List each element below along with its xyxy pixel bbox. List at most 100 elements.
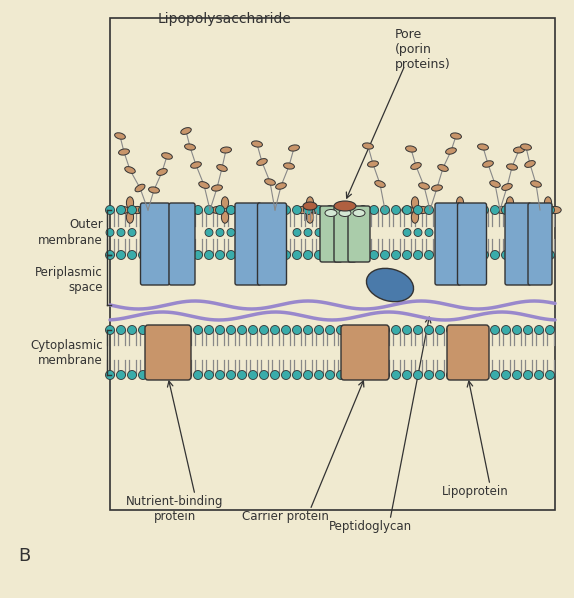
FancyBboxPatch shape: [528, 203, 552, 285]
Ellipse shape: [126, 211, 134, 223]
Circle shape: [325, 325, 335, 334]
Circle shape: [545, 325, 554, 334]
Ellipse shape: [311, 206, 323, 213]
Circle shape: [513, 206, 522, 215]
Text: Outer
membrane: Outer membrane: [38, 218, 103, 246]
Circle shape: [402, 206, 412, 215]
Ellipse shape: [212, 185, 223, 191]
Circle shape: [402, 371, 412, 380]
Circle shape: [513, 325, 522, 334]
Circle shape: [227, 325, 235, 334]
Circle shape: [457, 206, 467, 215]
Ellipse shape: [375, 181, 385, 187]
Ellipse shape: [185, 144, 195, 150]
Circle shape: [447, 251, 456, 260]
Circle shape: [161, 251, 169, 260]
Ellipse shape: [461, 206, 473, 213]
Circle shape: [238, 206, 246, 215]
FancyBboxPatch shape: [145, 325, 191, 380]
Circle shape: [204, 206, 214, 215]
Circle shape: [227, 206, 235, 215]
Circle shape: [336, 206, 346, 215]
Ellipse shape: [549, 206, 561, 213]
Text: Pore
(porin
proteins): Pore (porin proteins): [395, 28, 451, 71]
Ellipse shape: [412, 197, 418, 209]
Text: Carrier protein: Carrier protein: [242, 510, 328, 523]
Circle shape: [447, 371, 456, 380]
Circle shape: [106, 251, 114, 260]
Ellipse shape: [303, 202, 317, 210]
Ellipse shape: [506, 197, 514, 209]
Ellipse shape: [297, 206, 309, 213]
Ellipse shape: [212, 206, 224, 213]
Circle shape: [534, 206, 544, 215]
Circle shape: [161, 371, 169, 380]
Circle shape: [117, 325, 126, 334]
Ellipse shape: [181, 127, 191, 135]
Circle shape: [347, 325, 356, 334]
Ellipse shape: [497, 206, 509, 213]
Circle shape: [161, 206, 169, 215]
Circle shape: [479, 371, 488, 380]
Ellipse shape: [125, 167, 135, 173]
Ellipse shape: [451, 133, 461, 139]
Circle shape: [425, 325, 433, 334]
Circle shape: [347, 206, 356, 215]
Circle shape: [315, 251, 324, 260]
Ellipse shape: [284, 163, 294, 169]
Circle shape: [545, 251, 554, 260]
Circle shape: [436, 206, 444, 215]
FancyBboxPatch shape: [235, 203, 261, 285]
Circle shape: [457, 325, 467, 334]
Ellipse shape: [339, 209, 351, 216]
Circle shape: [215, 371, 224, 380]
Ellipse shape: [157, 169, 167, 175]
Circle shape: [259, 371, 269, 380]
Bar: [110, 18, 555, 510]
Circle shape: [491, 325, 499, 334]
Circle shape: [413, 251, 422, 260]
Circle shape: [347, 371, 356, 380]
Circle shape: [391, 371, 401, 380]
Circle shape: [149, 371, 158, 380]
Ellipse shape: [126, 197, 134, 209]
Ellipse shape: [418, 183, 429, 189]
Circle shape: [325, 251, 335, 260]
Ellipse shape: [402, 206, 414, 213]
Circle shape: [106, 325, 114, 334]
Circle shape: [172, 206, 180, 215]
Ellipse shape: [367, 161, 378, 167]
Circle shape: [413, 371, 422, 380]
Ellipse shape: [456, 211, 464, 223]
FancyBboxPatch shape: [320, 206, 342, 262]
Circle shape: [425, 206, 433, 215]
Ellipse shape: [251, 141, 262, 147]
Circle shape: [281, 325, 290, 334]
Circle shape: [193, 251, 203, 260]
Circle shape: [468, 325, 478, 334]
Circle shape: [381, 325, 390, 334]
Ellipse shape: [117, 206, 129, 213]
Circle shape: [336, 251, 346, 260]
Ellipse shape: [226, 206, 238, 213]
Circle shape: [304, 325, 312, 334]
Circle shape: [414, 228, 422, 236]
Circle shape: [491, 206, 499, 215]
Circle shape: [447, 206, 456, 215]
Circle shape: [381, 251, 390, 260]
Circle shape: [172, 325, 180, 334]
Circle shape: [127, 251, 137, 260]
Ellipse shape: [507, 164, 517, 170]
Circle shape: [325, 371, 335, 380]
Ellipse shape: [191, 162, 201, 168]
Ellipse shape: [135, 184, 145, 192]
Ellipse shape: [506, 211, 514, 223]
Circle shape: [523, 206, 533, 215]
FancyBboxPatch shape: [348, 206, 370, 262]
Circle shape: [523, 251, 533, 260]
Circle shape: [523, 325, 533, 334]
FancyBboxPatch shape: [447, 325, 489, 380]
Ellipse shape: [366, 269, 413, 301]
Circle shape: [370, 206, 378, 215]
Ellipse shape: [222, 211, 228, 223]
